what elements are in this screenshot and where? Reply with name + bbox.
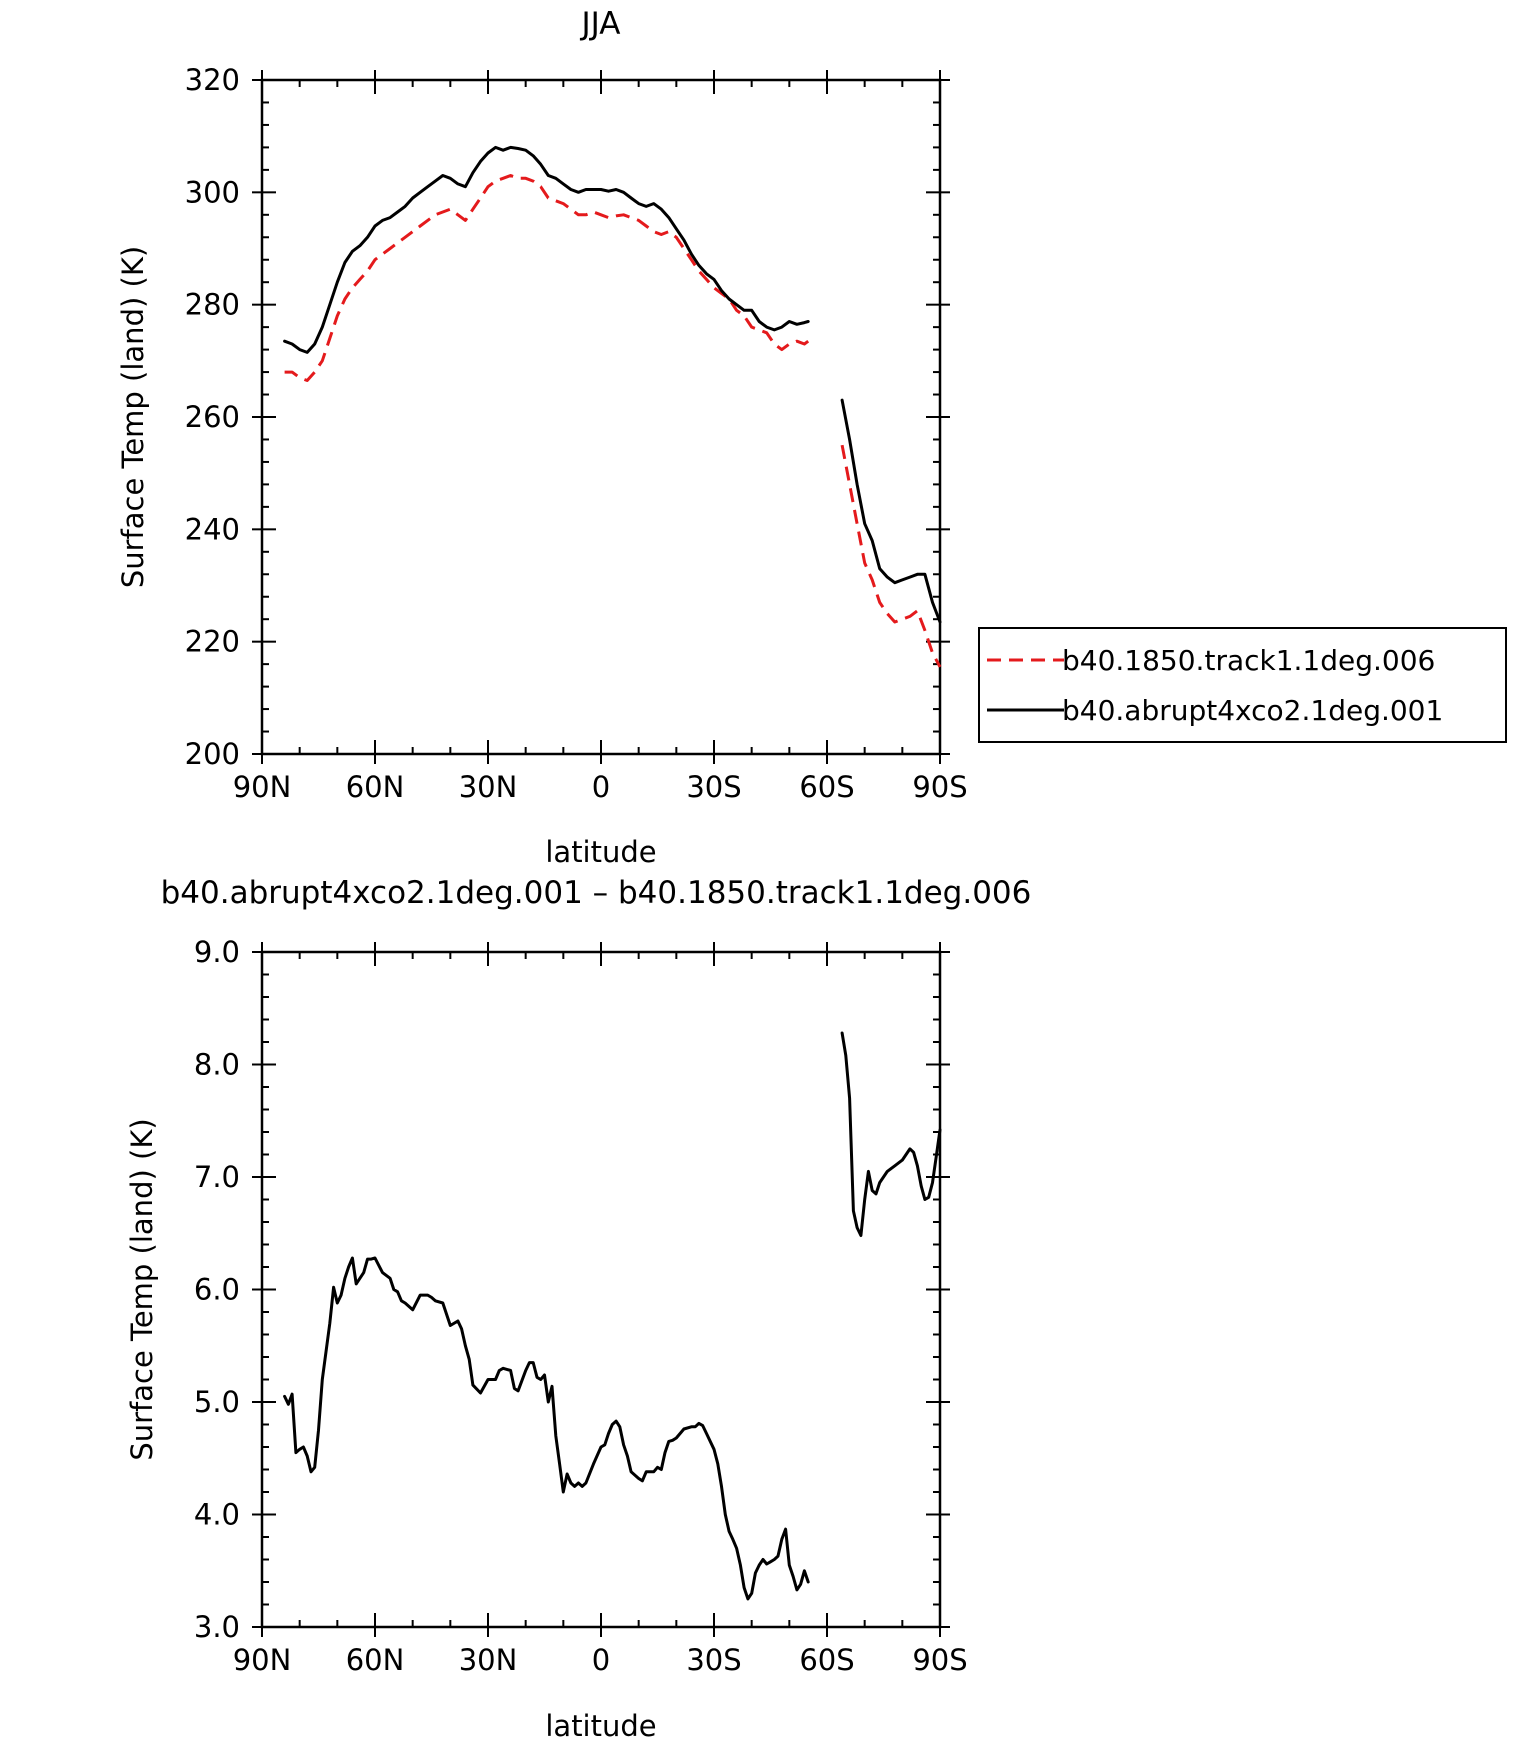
y-tick-label: 8.0	[194, 1048, 240, 1082]
y-tick-label: 220	[185, 625, 240, 659]
series-line-2-segment-2	[840, 398, 942, 624]
x-tick-label: 60N	[346, 1643, 405, 1677]
y-tick-label: 260	[185, 400, 240, 434]
chart-title: b40.abrupt4xco2.1deg.001 – b40.1850.trac…	[161, 875, 1032, 911]
series-line-1-segment-2	[840, 1031, 942, 1237]
x-tick-label: 60N	[346, 770, 405, 804]
legend-label-2: b40.abrupt4xco2.1deg.001	[1062, 694, 1443, 727]
chart-title: JJA	[580, 6, 621, 42]
y-tick-label: 5.0	[194, 1385, 240, 1419]
y-tick-label: 320	[185, 63, 240, 97]
x-tick-label: 30S	[686, 770, 741, 804]
chart-panel-1: JJA 90N 60N 30N 0 30S 60S 90S 200 220 240 260 280 300…	[116, 6, 1507, 869]
y-tick-label: 280	[185, 288, 240, 322]
y-tick-label: 6.0	[194, 1273, 240, 1307]
x-tick-label: 90S	[912, 1643, 967, 1677]
y-tick-label: 7.0	[194, 1160, 240, 1194]
series-line-2-segment-1	[283, 145, 810, 354]
legend-box	[978, 627, 1507, 743]
x-tick-label: 0	[592, 1643, 610, 1677]
series-line-1-segment-1	[283, 1256, 810, 1601]
legend: b40.1850.track1.1deg.006 b40.abrupt4xco2.…	[978, 627, 1507, 743]
x-tick-label: 60S	[799, 770, 854, 804]
x-tick-label: 60S	[799, 1643, 854, 1677]
x-tick-label: 30S	[686, 1643, 741, 1677]
chart-panel-2: b40.abrupt4xco2.1deg.001 – b40.1850.trac…	[125, 875, 1031, 1743]
y-axis-label: Surface Temp (land) (K)	[125, 1118, 159, 1460]
y-tick-label: 4.0	[194, 1498, 240, 1532]
x-axis-label: latitude	[545, 835, 656, 869]
y-tick-label: 3.0	[194, 1610, 240, 1644]
y-tick-label: 240	[185, 512, 240, 546]
x-tick-label: 90N	[233, 770, 292, 804]
legend-label-1: b40.1850.track1.1deg.006	[1062, 644, 1435, 677]
x-tick-label: 30N	[459, 770, 518, 804]
series-line-1-segment-2	[840, 444, 942, 668]
x-tick-label: 90S	[912, 770, 967, 804]
x-tick-label: 30N	[459, 1643, 518, 1677]
y-axis-label: Surface Temp (land) (K)	[116, 246, 150, 588]
y-tick-label: 300	[185, 175, 240, 209]
y-tick-label: 9.0	[194, 935, 240, 969]
x-axis-label: latitude	[545, 1709, 656, 1743]
x-tick-label: 0	[592, 770, 610, 804]
x-tick-label: 90N	[233, 1643, 292, 1677]
y-tick-label: 200	[185, 737, 240, 771]
